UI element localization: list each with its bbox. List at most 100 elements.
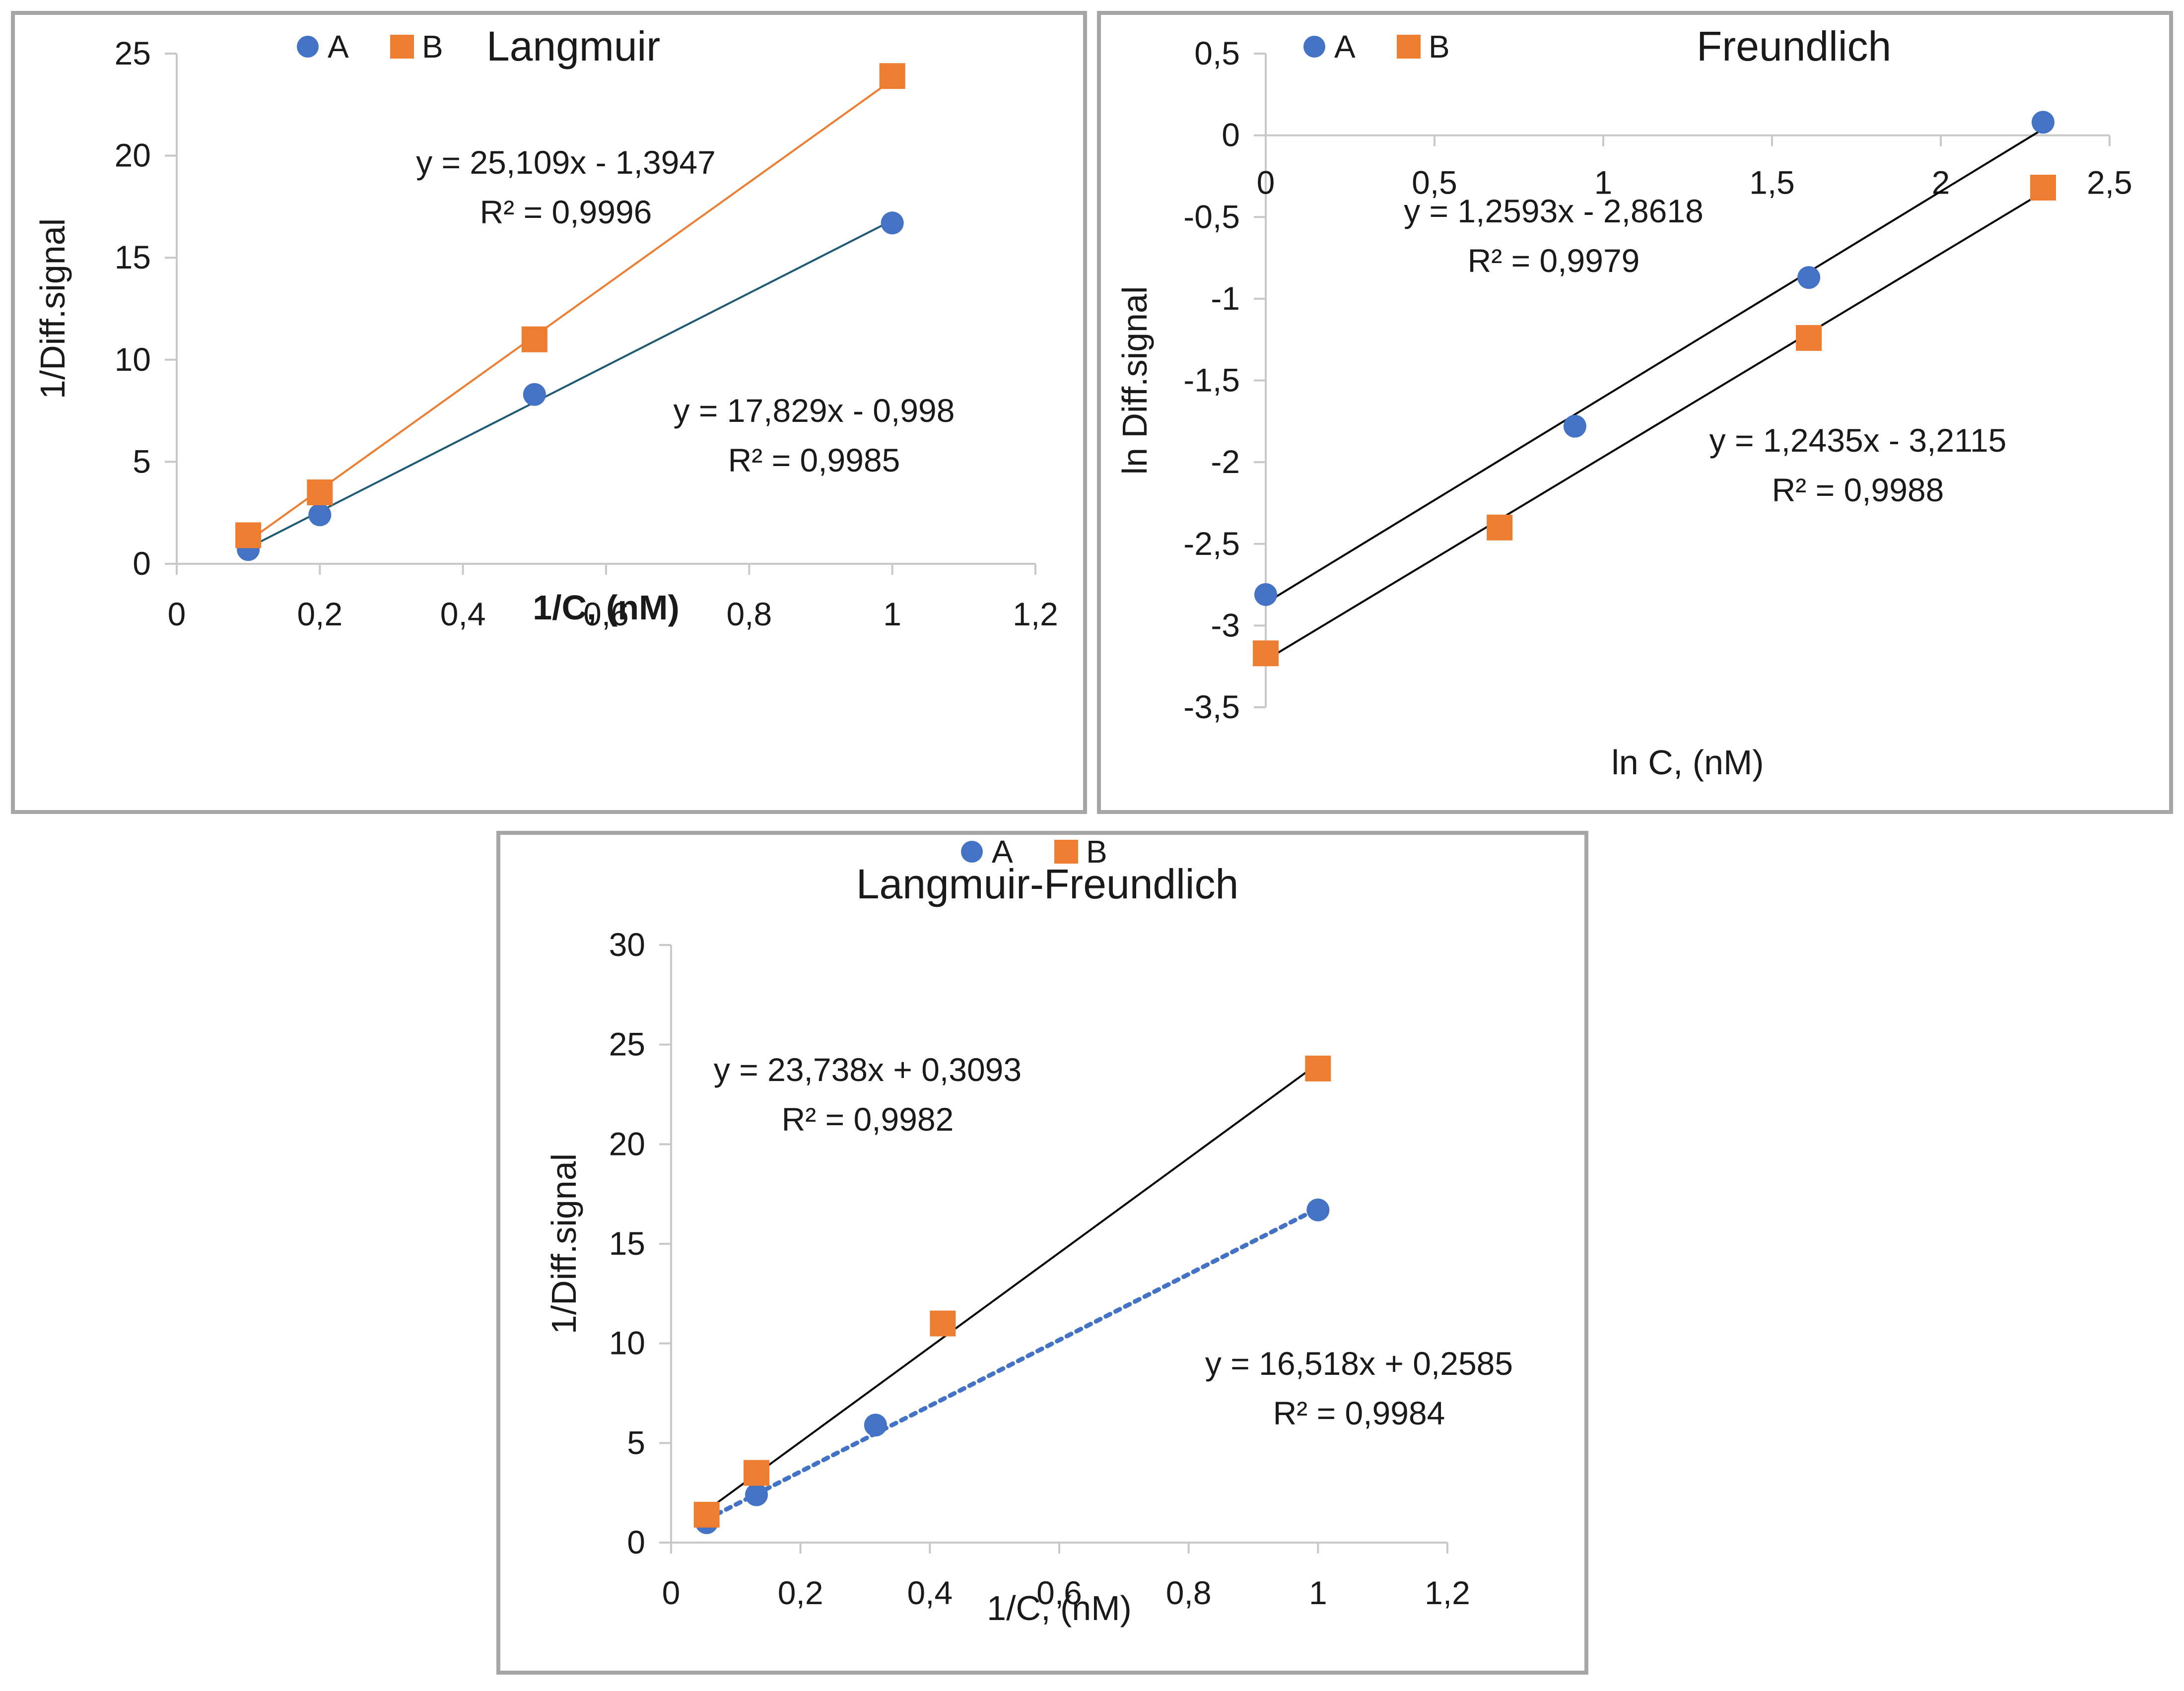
- x-tick-label: 0,6: [583, 596, 629, 632]
- legend-label-b: B: [1086, 835, 1107, 870]
- y-tick-label: 0,5: [1194, 35, 1240, 71]
- y-axis-title: ln Diff.signal: [1115, 286, 1154, 474]
- data-point-a: [523, 383, 546, 406]
- y-axis-title: 1/Diff.signal: [33, 218, 72, 399]
- legend-label-a: A: [992, 835, 1013, 870]
- trendline-r2-a: R² = 0,9984: [1273, 1395, 1445, 1431]
- trendline-r2-a: R² = 0,9979: [1468, 242, 1640, 279]
- langmuir-freundlich-chart-panel: 0 5 10 15 20 25 30 0 0,2 0,4 0,6 0,8 1 1,2 y = 16,518x…: [496, 831, 1588, 1675]
- trendline-r2-a: R² = 0,9985: [728, 442, 900, 478]
- trendline-equation-b: y = 1,2435x - 3,2115: [1709, 422, 2007, 459]
- trendline-equation-a: y = 17,829x - 0,998: [674, 392, 955, 429]
- y-tick-label: 15: [115, 239, 151, 275]
- legend-label-a: A: [328, 29, 349, 65]
- y-tick-label: -0,5: [1183, 198, 1240, 235]
- y-tick-label: -3: [1211, 607, 1240, 643]
- y-tick-label: -1: [1211, 280, 1240, 317]
- trendline-b: [1265, 191, 2044, 661]
- data-point-a: [1797, 266, 1821, 289]
- data-point-b: [930, 1310, 956, 1337]
- y-tick-label: -1,5: [1183, 362, 1240, 399]
- legend-marker-a: [961, 841, 983, 863]
- data-point-b: [1487, 514, 1513, 541]
- x-tick-label: 0: [168, 596, 186, 632]
- legend-marker-a: [1303, 36, 1325, 58]
- y-tick-label: 0: [1222, 117, 1240, 153]
- y-tick-label: 0: [133, 545, 151, 582]
- data-point-b: [879, 63, 905, 89]
- data-point-b: [1305, 1055, 1331, 1082]
- data-point-a: [881, 211, 904, 235]
- chart-title: Freundlich: [1697, 23, 1891, 69]
- data-point-a: [2032, 111, 2055, 134]
- freundlich-chart: -3,5-3-2,5-2-1,5-1-0,500,50 0,5 1 1,5 2 2,5y …: [1115, 23, 2132, 782]
- y-axis-title: 1/Diff.signal: [545, 1153, 583, 1334]
- x-axis-title: 1/C, (nM): [987, 1589, 1132, 1627]
- x-tick-label: 1,2: [1425, 1574, 1470, 1611]
- y-tick-label: 5: [627, 1424, 645, 1461]
- y-tick-label: 10: [115, 341, 151, 378]
- legend-marker-b: [1397, 35, 1421, 59]
- trendline-equation-a: y = 1,2593x - 2,8618: [1404, 193, 1704, 229]
- trendline-a: [1265, 128, 2044, 604]
- trendline-a: [248, 219, 893, 549]
- data-point-a: [308, 503, 332, 527]
- legend-label-b: B: [422, 29, 443, 65]
- y-tick-label: 30: [609, 926, 645, 963]
- x-tick-label: 0,8: [726, 596, 772, 632]
- y-tick-label: 5: [133, 443, 151, 479]
- x-tick-label: 2,5: [2087, 164, 2132, 201]
- data-point-b: [235, 522, 262, 548]
- legend-marker-b: [1054, 840, 1078, 864]
- trendline-r2-b: R² = 0,9996: [480, 194, 652, 230]
- chart-title: Langmuir: [486, 23, 660, 69]
- langmuir-chart: 0 5 10 15 20 25 0 0,2 0,4 0,6 0,8 1 1,2 y = 17,829x -…: [33, 23, 1058, 632]
- y-tick-label: -2: [1211, 443, 1240, 480]
- data-point-b: [307, 479, 333, 506]
- y-tick-label: 15: [609, 1225, 645, 1262]
- x-tick-label: 1: [883, 596, 901, 632]
- legend-marker-a: [297, 36, 319, 58]
- x-tick-label: 0,8: [1166, 1574, 1212, 1611]
- y-tick-label: 25: [609, 1026, 645, 1063]
- y-tick-label: 10: [609, 1325, 645, 1361]
- x-axis-title: ln C, (nM): [1611, 743, 1764, 782]
- y-tick-label: 20: [115, 137, 151, 174]
- trendline-r2-b: R² = 0,9982: [782, 1101, 954, 1138]
- data-point-a: [1254, 583, 1277, 606]
- langmuir-chart-panel: 0 5 10 15 20 25 0 0,2 0,4 0,6 0,8 1 1,2 y = 17,829x -…: [11, 11, 1087, 814]
- y-tick-label: 25: [115, 35, 151, 71]
- y-tick-label: -2,5: [1183, 525, 1240, 562]
- x-tick-label: 0: [1257, 164, 1275, 201]
- x-tick-label: 0,6: [1036, 1574, 1082, 1611]
- y-tick-label: 20: [609, 1125, 645, 1162]
- x-tick-label: 0,2: [778, 1574, 823, 1611]
- trendline-equation-b: y = 25,109x - 1,3947: [416, 144, 716, 181]
- data-point-b: [521, 326, 547, 352]
- data-point-a: [1563, 414, 1586, 438]
- x-tick-label: 0,2: [297, 596, 342, 632]
- trendline-equation-a: y = 16,518x + 0,2585: [1205, 1345, 1513, 1382]
- trendline-b: [706, 1063, 1319, 1511]
- freundlich-chart-panel: -3,5 -3 -2,5 -2 -1,5 -1 -0,5 0 0,5 0 0,5 1 1,5 2 2,5 y …: [1097, 11, 2173, 814]
- data-point-b: [1796, 325, 1822, 351]
- data-point-b: [1253, 640, 1279, 667]
- x-tick-label: 1: [1309, 1574, 1327, 1611]
- y-tick-label: 0: [627, 1524, 645, 1560]
- legend-label-b: B: [1429, 29, 1450, 65]
- x-tick-label: 1,5: [1749, 164, 1795, 201]
- x-tick-label: 0,4: [440, 596, 486, 632]
- x-tick-label: 1,2: [1013, 596, 1058, 632]
- data-point-b: [693, 1501, 720, 1528]
- trendline-b: [248, 79, 893, 542]
- chart-title: Langmuir-Freundlich: [856, 861, 1238, 907]
- y-tick-label: -3,5: [1183, 688, 1240, 725]
- x-tick-label: 1: [1594, 164, 1613, 201]
- x-axis-title: 1/C, (nM): [533, 588, 680, 627]
- trendline-a: [704, 1206, 1320, 1522]
- legend-label-a: A: [1334, 29, 1356, 65]
- x-tick-label: 0,4: [907, 1574, 953, 1611]
- data-point-b: [744, 1460, 770, 1486]
- trendline-r2-b: R² = 0,9988: [1772, 472, 1944, 508]
- x-tick-label: 0: [662, 1574, 681, 1611]
